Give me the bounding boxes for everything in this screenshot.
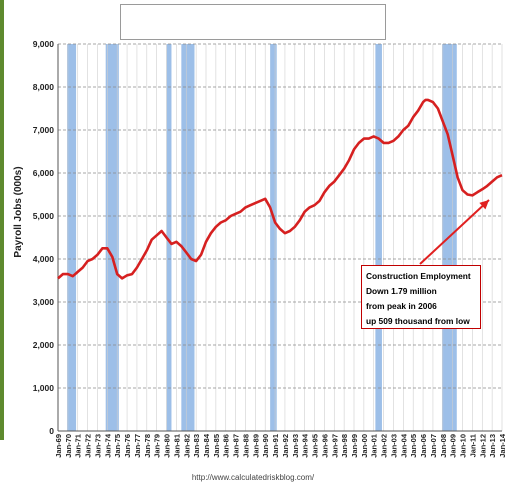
series-line-construction-employment <box>57 98 503 280</box>
annotation-line-1: Construction Employment <box>366 271 471 281</box>
y-tick-label-3: 3,000 <box>33 297 55 307</box>
recession-band-3 <box>181 44 195 431</box>
x-tick-label-32: Jan-01 <box>370 434 379 458</box>
x-tick-label-25: Jan-94 <box>301 433 310 458</box>
x-tick-label-22: Jan-91 <box>271 434 280 458</box>
y-tick-label-6: 6,000 <box>33 168 55 178</box>
x-tick-label-41: Jan-10 <box>459 434 468 458</box>
x-tick-label-29: Jan-98 <box>340 434 349 458</box>
recession-band-5 <box>375 44 382 431</box>
y-tick-label-5: 5,000 <box>33 211 55 221</box>
y-tick-label-0: 0 <box>49 426 54 436</box>
x-tick-label-5: Jan-74 <box>103 433 112 458</box>
x-tick-label-1: Jan-70 <box>64 434 73 458</box>
title-box <box>120 4 386 40</box>
x-tick-label-19: Jan-88 <box>241 434 250 458</box>
x-tick-label-13: Jan-82 <box>182 434 191 458</box>
x-tick-label-28: Jan-97 <box>330 434 339 458</box>
annotation-line-4: up 509 thousand from low <box>366 316 470 326</box>
x-tick-label-30: Jan-99 <box>350 434 359 458</box>
x-tick-label-23: Jan-92 <box>281 434 290 458</box>
y-tick-label-4: 4,000 <box>33 254 55 264</box>
x-tick-label-42: Jan-11 <box>468 434 477 457</box>
x-tick-label-33: Jan-02 <box>380 434 389 458</box>
x-tick-label-39: Jan-08 <box>439 434 448 458</box>
x-tick-label-21: Jan-90 <box>261 434 270 458</box>
x-tick-label-27: Jan-96 <box>320 434 329 458</box>
x-tick-label-31: Jan-00 <box>360 434 369 458</box>
y-tick-label-2: 2,000 <box>33 340 55 350</box>
x-tick-label-38: Jan-07 <box>429 434 438 458</box>
y-tick-label-9: 9,000 <box>33 39 55 49</box>
x-tick-label-18: Jan-87 <box>232 434 241 458</box>
recession-band-2 <box>166 44 172 431</box>
y-tick-label-7: 7,000 <box>33 125 55 135</box>
x-tick-label-8: Jan-77 <box>133 434 142 458</box>
x-tick-label-10: Jan-79 <box>153 434 162 458</box>
x-tick-label-3: Jan-72 <box>84 434 93 458</box>
annotation-line-3: from peak in 2006 <box>366 301 437 311</box>
x-tick-label-9: Jan-78 <box>143 434 152 458</box>
recession-band-4 <box>270 44 277 431</box>
left-frame-bar <box>0 0 4 440</box>
annotation-arrow-head <box>479 200 489 210</box>
x-tick-label-36: Jan-05 <box>409 434 418 458</box>
x-tick-label-24: Jan-93 <box>291 434 300 458</box>
x-tick-label-12: Jan-81 <box>172 434 181 458</box>
x-tick-label-43: Jan-12 <box>478 434 487 458</box>
x-tick-label-6: Jan-75 <box>113 434 122 458</box>
x-tick-label-37: Jan-06 <box>419 434 428 458</box>
x-tick-label-16: Jan-85 <box>212 434 221 458</box>
x-tick-label-20: Jan-89 <box>251 434 260 458</box>
x-tick-label-17: Jan-86 <box>222 434 231 458</box>
annotation-box: Construction Employment Down 1.79 millio… <box>361 265 481 329</box>
x-tick-label-35: Jan-04 <box>399 433 408 458</box>
y-tick-label-1: 1,000 <box>33 383 55 393</box>
x-tick-label-14: Jan-83 <box>192 434 201 458</box>
x-tick-label-4: Jan-73 <box>93 434 102 458</box>
x-tick-label-15: Jan-84 <box>202 433 211 458</box>
x-tick-label-7: Jan-76 <box>123 434 132 458</box>
y-tick-label-8: 8,000 <box>33 82 55 92</box>
x-tick-label-40: Jan-09 <box>449 434 458 458</box>
x-tick-label-11: Jan-80 <box>163 434 172 458</box>
x-tick-label-0: Jan-69 <box>54 434 63 458</box>
x-tick-label-34: Jan-03 <box>389 434 398 458</box>
x-tick-label-2: Jan-71 <box>74 434 83 458</box>
recession-band-0 <box>67 44 77 431</box>
x-tick-label-45: Jan-14 <box>498 433 506 458</box>
recession-band-1 <box>105 44 119 431</box>
annotation-line-2: Down 1.79 million <box>366 286 437 296</box>
source-url: http://www.calculatedriskblog.com/ <box>191 473 315 482</box>
x-tick-label-44: Jan-13 <box>488 434 497 458</box>
x-tick-label-26: Jan-95 <box>311 434 320 458</box>
annotation-arrow-shaft <box>419 199 490 265</box>
